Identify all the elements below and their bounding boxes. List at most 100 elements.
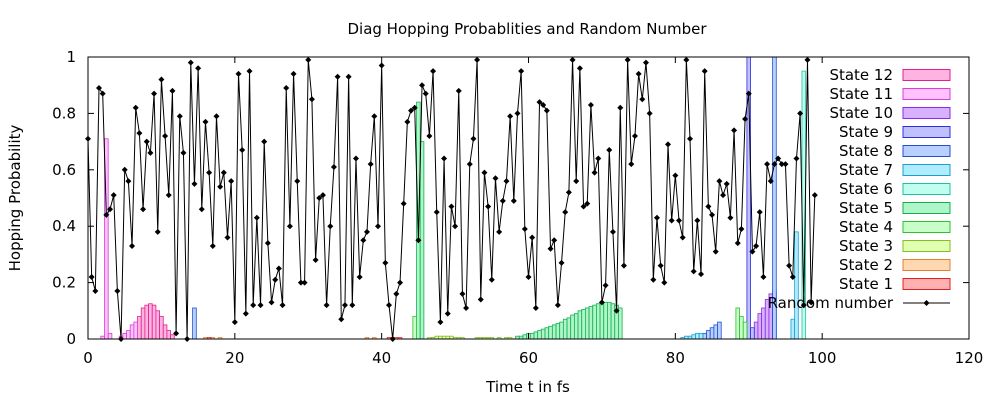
bar [548,325,553,340]
random-number-point [793,155,800,162]
random-number-point [437,319,444,326]
random-number-point [657,262,664,269]
y-tick-label: 0.4 [52,217,76,235]
bar [717,321,722,340]
bar [412,316,417,340]
random-number-point [617,104,624,111]
random-number-point [374,223,381,230]
bar [698,332,704,340]
legend-label: State 12 [829,66,893,84]
random-number-point [279,302,286,309]
random-number-point [811,192,818,199]
legend-label: State 5 [839,199,893,217]
bar [107,332,113,340]
random-number-point [565,189,572,196]
legend-swatch [902,259,951,271]
random-number-point [92,288,99,295]
bar [695,332,700,340]
bar [144,304,149,340]
random-number-point [426,132,433,139]
bar [529,332,535,340]
random-number-point [261,138,268,145]
random-number-point [330,163,337,170]
random-number-point [180,149,187,156]
random-number-point [712,248,719,255]
legend-label: State 4 [839,218,893,236]
random-number-point [800,302,807,309]
random-number-point [521,226,528,233]
bar [540,328,546,340]
random-number-point [587,101,594,108]
bar [170,334,175,340]
random-number-point [110,192,117,199]
random-number-point [154,228,161,235]
bar [570,314,575,340]
random-number-point [789,273,796,280]
random-number-point [191,180,198,187]
random-number-point [220,169,227,176]
bar [162,324,168,340]
random-number-point [323,302,330,309]
random-number-point [642,59,649,66]
bar [562,318,568,340]
random-number-point [804,56,811,63]
x-tick-label: 0 [83,349,93,367]
random-number-point [554,302,561,309]
random-number-point [756,209,763,216]
legend-label: State 1 [839,275,893,293]
random-number-point [576,65,583,72]
random-number-point [352,155,359,162]
y-tick-label: 0.2 [52,274,76,292]
random-number-point [367,161,374,168]
random-number-point [209,242,216,249]
random-number-point [786,262,793,269]
random-number-point [422,90,429,97]
random-number-point [518,68,525,75]
bar [607,301,612,340]
random-number-point [360,237,367,244]
legend-swatch [902,145,951,157]
random-number-point [198,206,205,213]
random-number-point [676,217,683,224]
bar [577,310,583,340]
random-number-point [371,113,378,120]
random-number-point [595,155,602,162]
random-number-point [474,56,481,63]
random-number-point [107,206,114,213]
bar [126,330,131,340]
random-number-point [441,155,448,162]
random-number-point [690,268,697,275]
bar [790,318,796,340]
random-number-point [308,96,315,103]
random-number-point [764,161,771,168]
bar [573,313,579,340]
random-number-point [173,330,180,337]
random-number-point [782,161,789,168]
bar [713,324,718,340]
bar [610,303,616,340]
bar [706,330,711,340]
random-number-point [345,73,352,80]
random-number-point [228,178,235,185]
random-number-point [147,149,154,156]
bar [588,306,594,340]
random-number-point [129,242,136,249]
random-number-point [121,166,128,173]
bar [702,332,707,340]
random-number-point [602,282,609,289]
bar [581,308,586,340]
random-number-point [338,316,345,323]
random-number-point [606,147,613,154]
bar [757,313,762,340]
random-number-point [242,310,249,317]
random-number-point [620,262,627,269]
random-number-line [87,59,816,340]
bar [618,307,623,340]
random-number-point [631,132,638,139]
random-number-point [698,271,705,278]
x-tick-label: 40 [372,349,391,367]
bar [137,316,142,340]
random-number-point [481,169,488,176]
random-number-point [165,192,172,199]
